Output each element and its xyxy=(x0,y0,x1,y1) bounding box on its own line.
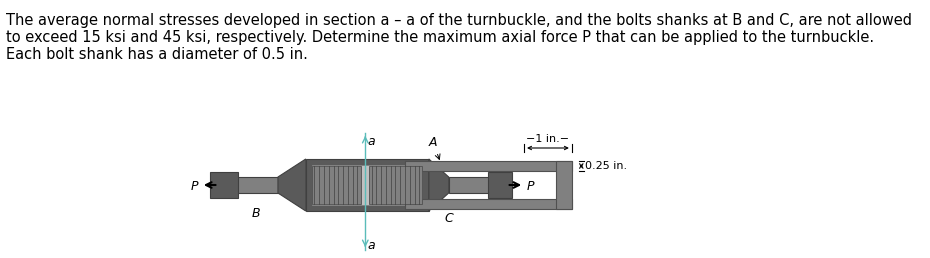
Text: P: P xyxy=(191,180,198,192)
Text: a: a xyxy=(367,239,376,252)
Text: B: B xyxy=(251,207,260,220)
Text: a: a xyxy=(367,135,376,148)
Bar xyxy=(405,199,572,209)
Text: P: P xyxy=(526,180,534,192)
Bar xyxy=(210,172,238,198)
Bar xyxy=(405,161,572,171)
Polygon shape xyxy=(429,159,448,211)
Text: A: A xyxy=(429,136,440,159)
Polygon shape xyxy=(278,159,306,211)
Bar xyxy=(369,166,422,204)
Bar xyxy=(556,161,572,209)
Text: to exceed 15 ksi and 45 ksi, respectively. Determine the maximum axial force P t: to exceed 15 ksi and 45 ksi, respectivel… xyxy=(7,30,874,45)
Bar xyxy=(312,166,362,204)
Bar xyxy=(448,177,492,193)
Text: The average normal stresses developed in section a – a of the turnbuckle, and th: The average normal stresses developed in… xyxy=(7,13,912,28)
Bar xyxy=(488,172,512,198)
Bar xyxy=(306,159,429,211)
Text: −1 in.−: −1 in.− xyxy=(526,134,569,144)
Text: 0.25 in.: 0.25 in. xyxy=(585,161,628,171)
Text: C: C xyxy=(445,212,454,225)
Bar xyxy=(215,177,282,193)
Text: Each bolt shank has a diameter of 0.5 in.: Each bolt shank has a diameter of 0.5 in… xyxy=(7,47,308,62)
Bar xyxy=(312,165,422,205)
